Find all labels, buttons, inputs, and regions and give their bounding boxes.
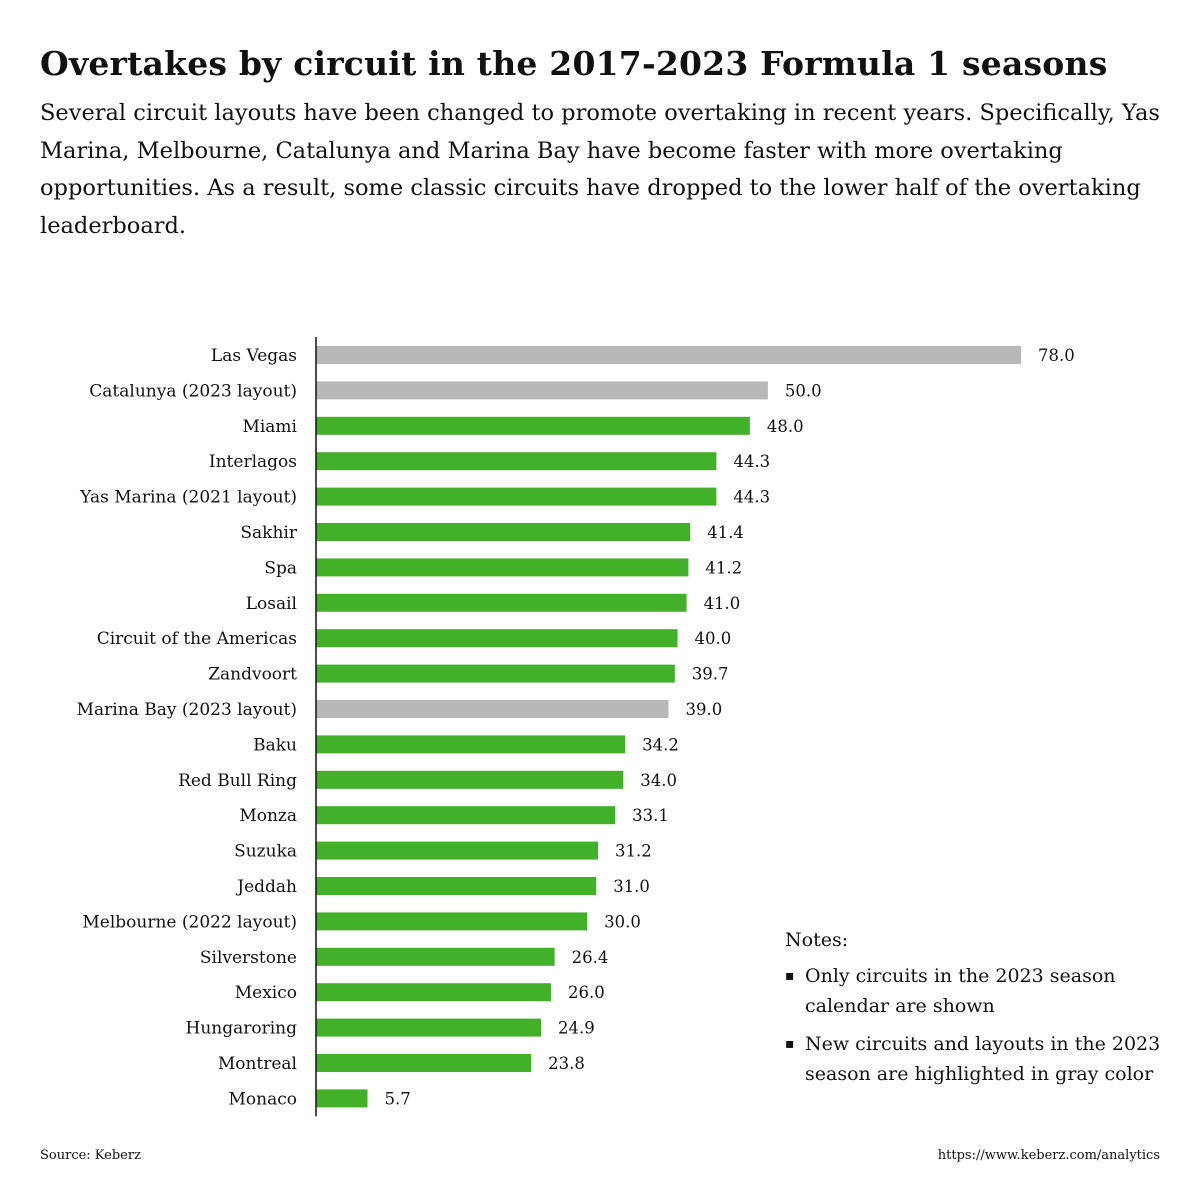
category-label: Marina Bay (2023 layout) [77, 700, 297, 720]
value-label: 24.9 [558, 1019, 595, 1038]
bar [316, 629, 678, 648]
bar [316, 947, 555, 966]
category-label: Circuit of the Americas [97, 629, 297, 649]
value-label: 78.0 [1038, 346, 1075, 365]
category-label: Spa [264, 558, 297, 578]
bullet-icon: ▪ [785, 1036, 795, 1052]
value-label: 44.3 [733, 452, 770, 471]
note-item: ▪ New circuits and layouts in the 2023 s… [785, 1029, 1165, 1089]
value-label: 50.0 [785, 381, 822, 400]
bar [316, 806, 616, 825]
bar [316, 487, 717, 506]
bar [316, 700, 669, 718]
bar [316, 416, 750, 435]
value-label: 39.0 [686, 700, 723, 719]
value-label: 48.0 [767, 417, 804, 436]
category-label: Jeddah [235, 877, 297, 897]
category-label: Miami [242, 417, 297, 437]
category-label: Red Bull Ring [178, 771, 297, 791]
bar [316, 664, 675, 683]
source-url[interactable]: https://www.keberz.com/analytics [937, 1148, 1160, 1163]
value-label: 34.2 [642, 735, 679, 754]
bar [316, 841, 598, 860]
category-label: Monaco [229, 1089, 297, 1109]
bar [316, 735, 626, 754]
bar [316, 346, 1021, 364]
category-label: Silverstone [200, 948, 297, 968]
value-label: 40.0 [695, 629, 732, 648]
bar [316, 912, 588, 931]
value-label: 34.0 [640, 771, 677, 790]
chart-subtitle: Several circuit layouts have been change… [40, 100, 1160, 239]
chart-title: Overtakes by circuit in the 2017-2023 Fo… [40, 44, 1108, 83]
bar [316, 381, 768, 400]
value-label: 23.8 [548, 1054, 585, 1073]
value-label: 41.2 [705, 558, 742, 577]
bar [316, 1089, 368, 1108]
note-text: Only circuits in the 2023 season calenda… [805, 965, 1116, 1017]
value-label: 31.2 [615, 842, 652, 861]
category-label: Baku [253, 735, 297, 755]
bar [316, 593, 687, 612]
bar [316, 1054, 532, 1072]
note-item: ▪ Only circuits in the 2023 season calen… [785, 961, 1165, 1021]
category-label: Hungaroring [186, 1019, 298, 1039]
category-label: Losail [246, 594, 297, 614]
value-label: 26.4 [572, 948, 609, 967]
bar [316, 877, 597, 895]
value-label: 41.4 [707, 523, 744, 542]
bar [316, 523, 691, 541]
value-label: 44.3 [733, 488, 770, 507]
source-note: Source: Keberz [40, 1148, 141, 1163]
value-label: 31.0 [613, 877, 650, 896]
notes-panel: Notes: ▪ Only circuits in the 2023 seaso… [785, 925, 1165, 1097]
note-text: New circuits and layouts in the 2023 sea… [805, 1033, 1161, 1085]
category-label: Zandvoort [208, 665, 297, 685]
bar [316, 770, 624, 789]
value-label: 39.7 [692, 665, 729, 684]
category-label: Las Vegas [211, 346, 297, 366]
category-label: Montreal [218, 1054, 297, 1074]
bar [316, 983, 551, 1002]
category-label: Sakhir [240, 523, 297, 543]
value-label: 26.0 [568, 983, 605, 1002]
value-label: 33.1 [632, 806, 669, 825]
category-label: Yas Marina (2021 layout) [79, 488, 297, 508]
value-label: 41.0 [704, 594, 741, 613]
bar [316, 452, 717, 471]
notes-title: Notes: [785, 929, 849, 951]
category-label: Mexico [235, 983, 297, 1003]
category-label: Suzuka [234, 842, 297, 862]
category-label: Monza [239, 806, 297, 826]
bar [316, 558, 689, 577]
value-label: 30.0 [604, 912, 641, 931]
category-label: Melbourne (2022 layout) [82, 912, 297, 932]
bullet-icon: ▪ [785, 968, 795, 984]
value-label: 5.7 [385, 1089, 411, 1108]
category-label: Interlagos [209, 452, 297, 472]
category-label: Catalunya (2023 layout) [89, 381, 297, 401]
bar [316, 1018, 542, 1037]
